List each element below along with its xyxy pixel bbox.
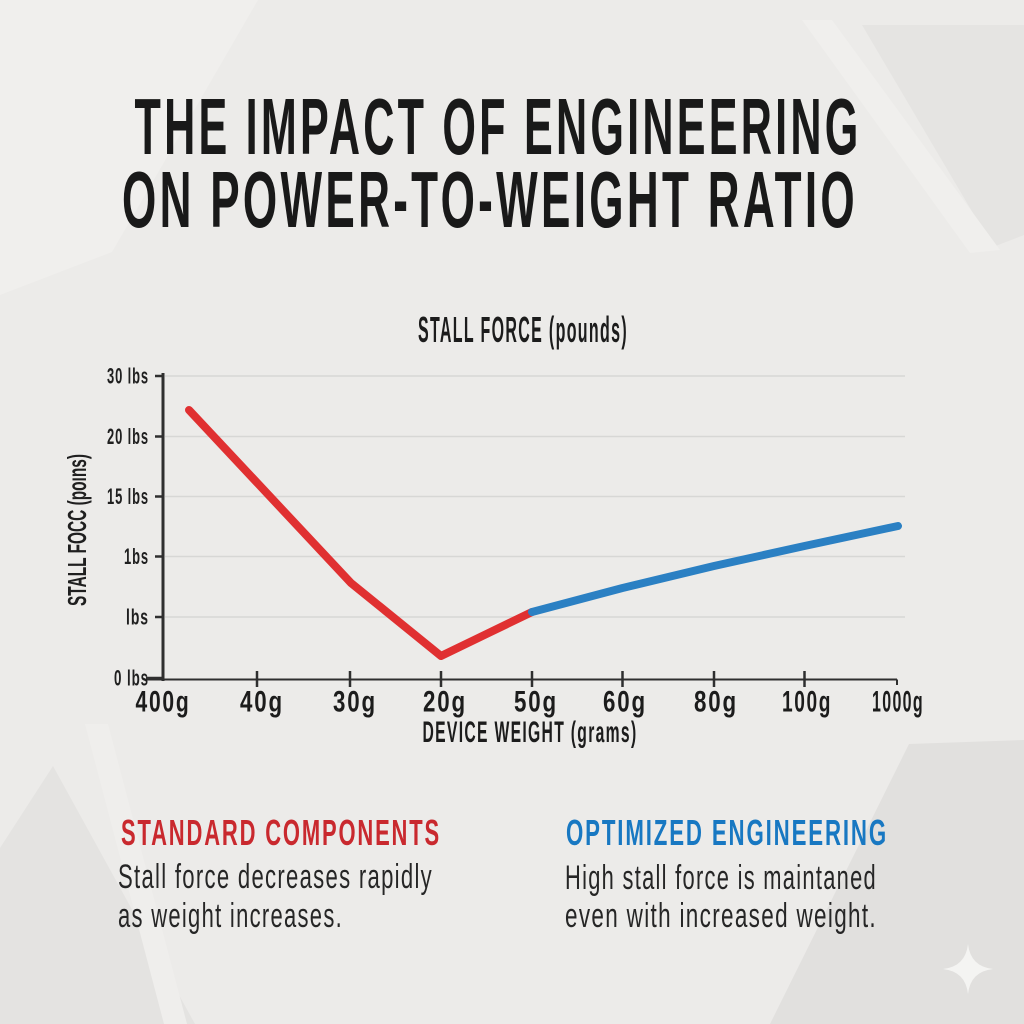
svg-text:STALL FORCE (pounds): STALL FORCE (pounds): [418, 309, 628, 350]
svg-text:DEVICE WEIGHT (grams): DEVICE WEIGHT (grams): [423, 716, 638, 749]
svg-text:50g: 50g: [514, 686, 558, 719]
svg-text:High stall force is maintaned: High stall force is maintaned: [565, 859, 877, 897]
svg-text:30 lbs: 30 lbs: [107, 364, 149, 389]
svg-text:40g: 40g: [240, 686, 284, 719]
svg-text:lbs: lbs: [126, 605, 149, 630]
svg-text:as weight increases.: as weight increases.: [118, 897, 343, 935]
svg-text:400g: 400g: [136, 686, 191, 719]
svg-text:even with increased weight.: even with increased weight.: [565, 897, 877, 935]
svg-text:15 lbs: 15 lbs: [107, 484, 149, 509]
svg-text:Stall force decreases rapidly: Stall force decreases rapidly: [118, 858, 433, 896]
svg-text:1000g: 1000g: [872, 686, 924, 719]
svg-text:0 lbs: 0 lbs: [114, 666, 149, 691]
svg-text:80g: 80g: [694, 686, 738, 719]
svg-text:60g: 60g: [603, 686, 647, 719]
svg-text:STANDARD COMPONENTS: STANDARD COMPONENTS: [121, 812, 441, 853]
svg-text:ON POWER-TO-WEIGHT RATIO: ON POWER-TO-WEIGHT RATIO: [122, 155, 858, 244]
svg-text:100g: 100g: [782, 686, 832, 719]
svg-text:20 lbs: 20 lbs: [107, 424, 149, 449]
svg-text:STALL FOCC (poıns): STALL FOCC (poıns): [62, 454, 92, 606]
svg-text:THE IMPACT OF ENGINEERING: THE IMPACT OF ENGINEERING: [135, 82, 862, 171]
svg-text:OPTIMIZED ENGINEERING: OPTIMIZED ENGINEERING: [566, 812, 888, 853]
svg-text:1bs: 1bs: [124, 544, 149, 569]
svg-text:20g: 20g: [423, 686, 467, 719]
svg-text:30g: 30g: [333, 686, 377, 719]
